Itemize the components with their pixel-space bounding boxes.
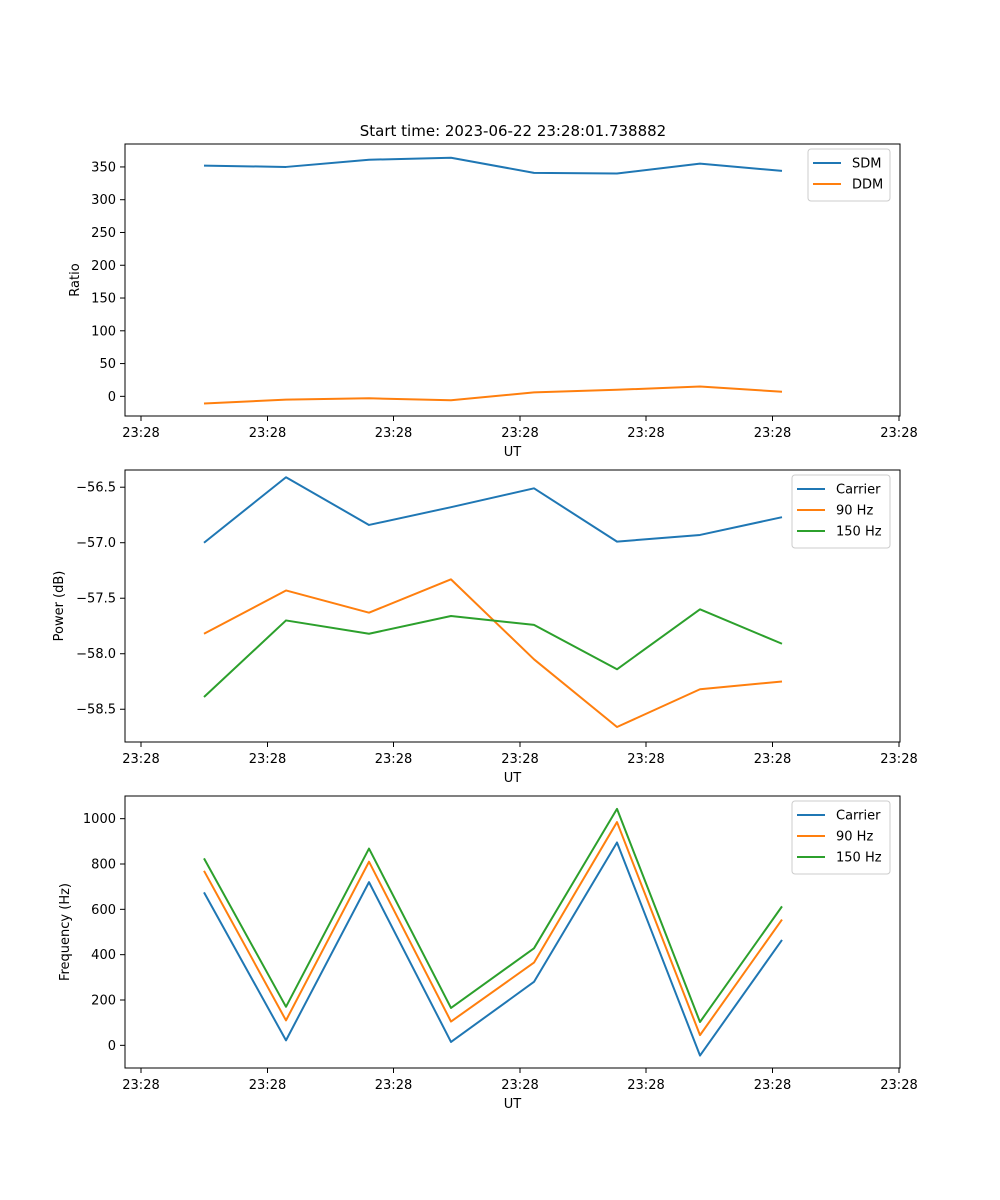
y-tick-label: −58.0 bbox=[76, 647, 116, 662]
x-tick-label: 23:28 bbox=[122, 1078, 159, 1093]
x-tick-label: 23:28 bbox=[122, 752, 159, 767]
y-axis-label: Ratio bbox=[68, 263, 83, 296]
y-tick-label: 100 bbox=[91, 324, 116, 339]
series-line-150-hz bbox=[203, 807, 783, 1023]
figure-title: Start time: 2023-06-22 23:28:01.738882 bbox=[360, 122, 666, 140]
y-tick-label: 1000 bbox=[83, 812, 116, 827]
subplots: 23:28 23:28 23:28 23:28 23:28 23:28 23:28 0 50 10… bbox=[52, 143, 918, 1112]
legend-label: Carrier bbox=[836, 809, 881, 824]
y-tick-label: −56.5 bbox=[76, 481, 116, 496]
x-tick-label: 23:28 bbox=[122, 426, 159, 441]
y-tick-label: 250 bbox=[91, 226, 116, 241]
legend-label: 90 Hz bbox=[836, 830, 873, 845]
y-tick-label: −57.5 bbox=[76, 592, 116, 607]
subplot-2: 23:28 23:28 23:28 23:28 23:28 23:28 23:28 −58.5… bbox=[52, 469, 918, 786]
subplot-3: 23:28 23:28 23:28 23:28 23:28 23:28 23:28 0 200 4… bbox=[58, 795, 918, 1112]
y-tick-label: 200 bbox=[91, 994, 116, 1009]
y-tick-label: 400 bbox=[91, 948, 116, 963]
axes-frame bbox=[124, 143, 901, 417]
y-tick-label: 600 bbox=[91, 903, 116, 918]
legend-label: 150 Hz bbox=[836, 851, 882, 866]
y-tick-label: −58.5 bbox=[76, 703, 116, 718]
series-line-150-hz bbox=[203, 608, 783, 698]
x-tick-label: 23:28 bbox=[501, 1078, 538, 1093]
y-tick-label: 0 bbox=[108, 1039, 116, 1054]
x-tick-label: 23:28 bbox=[249, 752, 286, 767]
legend: SDM DDM bbox=[807, 148, 891, 202]
x-tick-label: 23:28 bbox=[880, 752, 917, 767]
x-tick-label: 23:28 bbox=[375, 426, 412, 441]
y-tick-label: 200 bbox=[91, 259, 116, 274]
y-tick-label: 350 bbox=[91, 160, 116, 175]
legend-label: 90 Hz bbox=[836, 504, 873, 519]
x-tick-label: 23:28 bbox=[627, 1078, 664, 1093]
y-tick-label: 300 bbox=[91, 193, 116, 208]
legend-label: Carrier bbox=[836, 483, 881, 498]
series-line-sdm bbox=[203, 156, 783, 175]
x-axis-label: UT bbox=[504, 1097, 522, 1112]
x-tick-label: 23:28 bbox=[375, 1078, 412, 1093]
legend: Carrier 90 Hz 150 Hz bbox=[791, 474, 891, 549]
series-line-ddm bbox=[203, 385, 783, 405]
x-tick-label: 23:28 bbox=[880, 426, 917, 441]
x-tick-label: 23:28 bbox=[501, 752, 538, 767]
y-tick-label: 50 bbox=[99, 357, 116, 372]
series-line-90-hz bbox=[203, 821, 783, 1037]
x-axis-label: UT bbox=[504, 771, 522, 786]
y-tick-label: 0 bbox=[108, 390, 116, 405]
legend-box bbox=[791, 474, 891, 549]
x-tick-label: 23:28 bbox=[501, 426, 538, 441]
legend-label: 150 Hz bbox=[836, 525, 882, 540]
y-axis-label: Frequency (Hz) bbox=[58, 883, 73, 981]
y-tick-label: 150 bbox=[91, 292, 116, 307]
y-axis-label: Power (dB) bbox=[52, 571, 67, 642]
subplot-1: 23:28 23:28 23:28 23:28 23:28 23:28 23:28 0 50 10… bbox=[68, 143, 918, 460]
x-axis-label: UT bbox=[504, 445, 522, 460]
series-line-90-hz bbox=[203, 578, 783, 729]
x-tick-label: 23:28 bbox=[249, 426, 286, 441]
x-tick-label: 23:28 bbox=[249, 1078, 286, 1093]
legend-label: DDM bbox=[852, 178, 883, 193]
x-tick-label: 23:28 bbox=[627, 426, 664, 441]
legend-box bbox=[791, 800, 891, 875]
legend-label: SDM bbox=[852, 157, 881, 172]
axes-frame bbox=[124, 795, 901, 1069]
axes-frame bbox=[124, 469, 901, 743]
x-tick-label: 23:28 bbox=[880, 1078, 917, 1093]
x-tick-label: 23:28 bbox=[754, 1078, 791, 1093]
legend: Carrier 90 Hz 150 Hz bbox=[791, 800, 891, 875]
series-line-carrier bbox=[203, 476, 783, 544]
x-tick-label: 23:28 bbox=[375, 752, 412, 767]
series-line-carrier bbox=[203, 841, 783, 1057]
y-tick-label: −57.0 bbox=[76, 536, 116, 551]
x-tick-label: 23:28 bbox=[754, 426, 791, 441]
x-tick-label: 23:28 bbox=[754, 752, 791, 767]
y-tick-label: 800 bbox=[91, 858, 116, 873]
x-tick-label: 23:28 bbox=[627, 752, 664, 767]
